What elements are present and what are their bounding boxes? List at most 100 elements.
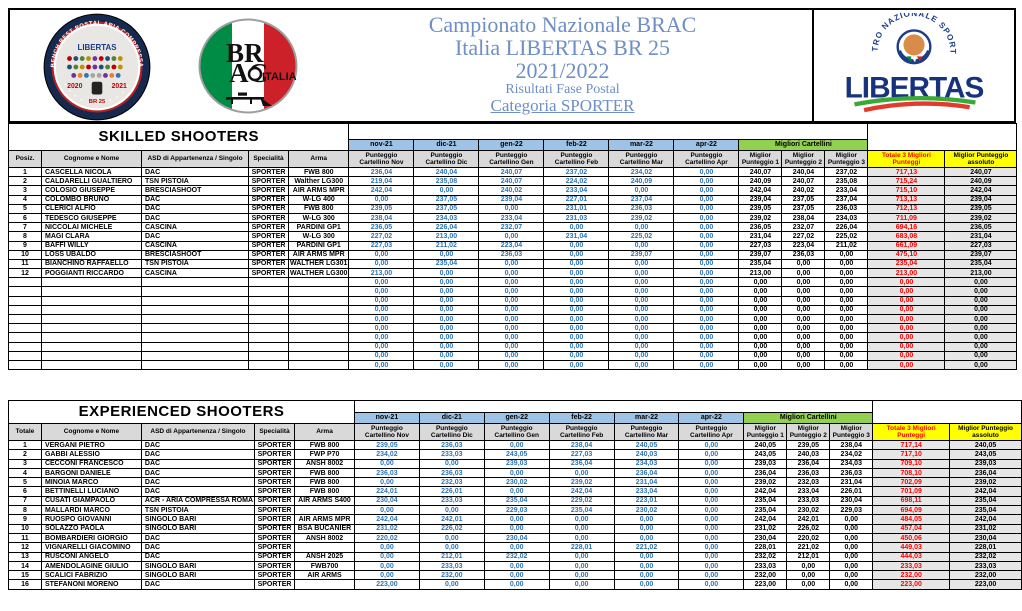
month-header: gen-22	[478, 139, 545, 151]
cell-asd	[141, 286, 249, 297]
cell-score: 240,07	[478, 166, 545, 178]
cell-score: 0,00	[608, 332, 675, 343]
cell-total: 694,16	[867, 222, 946, 233]
cell-asd: DAC	[141, 212, 249, 224]
cell-score: 236,03	[608, 203, 675, 214]
cell-score: 0,00	[613, 551, 680, 562]
cell-name: BARGONI DANIELE	[40, 467, 142, 479]
table-header-row: Totale Cognome e Nome ASD di Appartenenz…	[8, 423, 1022, 441]
cell-best-absolute: 235,04	[949, 495, 1022, 507]
cell-arma: Walther LG300	[287, 176, 350, 187]
cell-name: BAFFI WILLY	[41, 240, 142, 251]
cell-score: 0,00	[354, 570, 420, 581]
cell-best-absolute: 228,01	[949, 542, 1022, 553]
cell-best-absolute: 239,04	[944, 194, 1018, 205]
cell-best-absolute: 239,02	[949, 477, 1022, 488]
cell-speciality: SPORTER	[254, 570, 296, 581]
cell-best-score: 236,05	[738, 222, 783, 233]
cell-score: 223,00	[354, 579, 420, 590]
cell-best-score: 228,01	[743, 542, 788, 553]
cell-score: 234,03	[613, 458, 680, 469]
cell-score: 227,02	[348, 231, 415, 242]
cell-score: 0,00	[413, 304, 480, 316]
cell-total: 717,13	[867, 166, 946, 178]
cell-name	[41, 313, 142, 325]
svg-text:CENTRO NAZIONALE SPORTIVO: CENTRO NAZIONALE SPORTIVO	[818, 13, 958, 55]
arma-column-header: Arma	[294, 423, 355, 441]
cell-total: 717,14	[872, 439, 951, 451]
score-column-header: Punteggio Cartellino Dic	[413, 150, 480, 168]
cell-best-score: 220,02	[786, 532, 831, 544]
month-header: mar-22	[613, 412, 680, 424]
cell-best-absolute: 242,04	[944, 185, 1018, 196]
cell-best-score: 0,00	[781, 286, 826, 297]
cell-speciality: SPORTER	[248, 268, 289, 279]
table-row: 6 BETTINELLI LUCIANO DAC SPORTER FWB 800 224,…	[8, 486, 1022, 497]
cell-position: 9	[8, 514, 42, 525]
cell-arma	[287, 304, 350, 316]
cell-best-score: 238,04	[829, 439, 874, 451]
cell-total: 235,04	[867, 258, 946, 270]
cell-arma: W-LG 300	[287, 231, 350, 242]
cell-speciality: SPORTER	[248, 203, 289, 214]
cell-asd: ACR - ARIA COMPRESSA ROMA	[140, 495, 256, 507]
cell-total: 694,09	[872, 505, 951, 516]
score-column-header: Punteggio Cartellino Feb	[543, 150, 610, 168]
cell-name: VERGANI PIETRO	[40, 439, 142, 451]
cell-total: 213,00	[867, 268, 946, 279]
cell-total: 0,00	[867, 295, 946, 306]
cell-asd: DAC	[141, 166, 249, 178]
cell-best-score: 0,00	[824, 323, 869, 334]
cell-score: 0,00	[348, 341, 415, 352]
cell-score: 0,00	[608, 185, 675, 196]
cell-score: 0,00	[548, 523, 615, 534]
total-column-header: Totale 3 Migliori Punteggi	[867, 150, 946, 168]
cell-score: 0,00	[608, 313, 675, 325]
table-title: EXPERIENCED SHOOTERS	[8, 400, 355, 424]
cell-arma	[287, 350, 350, 361]
cell-best-score: 0,00	[781, 277, 826, 288]
cell-speciality: SPORTER	[254, 579, 296, 590]
cell-best-score: 230,04	[829, 495, 874, 507]
cell-best-score: 239,05	[738, 203, 783, 214]
cell-best-score: 0,00	[824, 359, 869, 371]
table-row: 8 MALLARDI MARCO TSN PISTOIA SPORTER 0,00 0,0…	[8, 505, 1022, 516]
cell-name: BETTINELLI LUCIANO	[40, 486, 142, 497]
cell-best-score: 238,04	[781, 212, 826, 224]
best-column-header: Miglior Punteggio 2	[781, 150, 826, 168]
skilled-shooters-table: SKILLED SHOOTERS nov-21 dic-21 gen-22 fe…	[7, 123, 1018, 371]
cell-position: 3	[8, 185, 42, 196]
cell-name	[41, 277, 142, 288]
globe-icon	[896, 28, 932, 64]
cell-best-score: 235,04	[743, 495, 788, 507]
cell-arma: FWB 800	[294, 486, 355, 497]
cell-best-score: 0,00	[829, 579, 874, 590]
cell-score: 235,04	[413, 258, 480, 270]
cell-score: 213,00	[413, 231, 480, 242]
cell-score: 0,00	[543, 313, 610, 325]
cell-speciality: SPORTER	[248, 212, 289, 224]
cell-best-absolute: 0,00	[944, 277, 1018, 288]
cell-asd: DAC	[140, 449, 256, 460]
cell-asd	[141, 277, 249, 288]
cell-best-score: 240,05	[743, 439, 788, 451]
cell-score: 0,00	[678, 532, 745, 544]
cell-best-score: 239,04	[738, 194, 783, 205]
table-row: 1 CASCELLA NICOLA DAC SPORTER FWB 800 236,04 2…	[8, 166, 1018, 178]
best-column-header: Miglior Punteggio 3	[824, 150, 869, 168]
score-column-header: Punteggio Cartellino Mar	[613, 423, 680, 441]
cell-speciality: SPORTER	[254, 560, 296, 572]
cell-asd	[141, 350, 249, 361]
cell-total: 444,03	[872, 551, 951, 562]
cell-score: 0,00	[478, 295, 545, 306]
cell-score: 0,00	[548, 560, 615, 572]
brac-italia-logo: BR AC ITALIA	[198, 18, 298, 120]
cell-position: 5	[8, 203, 42, 214]
cell-score: 0,00	[483, 570, 550, 581]
cell-best-score: 212,01	[786, 551, 831, 562]
cell-best-score: 0,00	[738, 359, 783, 371]
cell-name: MAGI CLARA	[41, 231, 142, 242]
cell-score: 236,03	[418, 467, 485, 479]
cell-name	[41, 341, 142, 352]
cell-asd: DAC	[141, 203, 249, 214]
